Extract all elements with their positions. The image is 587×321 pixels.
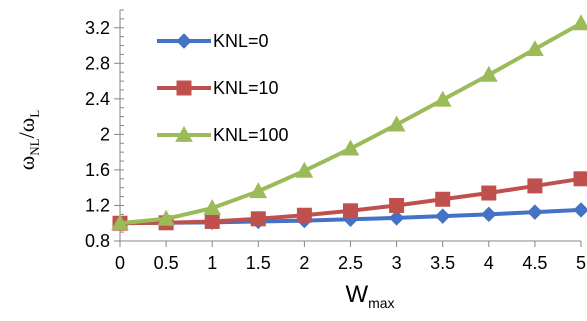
legend-marker <box>176 33 192 49</box>
y-axis-title-sub-1: NL <box>27 138 42 155</box>
y-tick-label: 1.2 <box>85 195 110 215</box>
data-point <box>295 161 314 178</box>
legend-marker <box>176 80 192 96</box>
x-tick-label: 1.5 <box>246 253 271 273</box>
x-tick-label: 1 <box>207 253 217 273</box>
x-axis-title-sub: max <box>368 295 394 311</box>
legend-label: KNL=10 <box>213 78 279 98</box>
data-point <box>341 139 360 156</box>
data-point <box>435 191 451 207</box>
data-point <box>481 206 497 223</box>
data-point <box>573 202 587 218</box>
y-tick-label: 2.8 <box>85 53 110 73</box>
x-tick-label: 2.5 <box>338 253 363 273</box>
legend-label: KNL=100 <box>213 125 289 145</box>
legend-item: KNL=100 <box>157 125 289 145</box>
x-tick-label: 4.5 <box>522 253 547 273</box>
y-axis-title-sub-2: L <box>27 110 42 118</box>
data-point <box>203 199 222 216</box>
axes: 0.8 1.2 1.6 2 2.4 2.8 3.2 0 0.5 1 1.5 2 2.5 3 3.5 4 4.5 5 <box>85 9 586 273</box>
legend-item: KNL=0 <box>157 31 269 51</box>
data-point <box>527 204 543 220</box>
x-axis-title-base: W <box>345 281 368 308</box>
data-point <box>204 213 220 229</box>
x-tick-label: 3 <box>392 253 402 273</box>
y-tick-label: 3.2 <box>85 18 110 38</box>
data-point <box>572 14 587 31</box>
x-tick-label: 0 <box>115 253 125 273</box>
series-knl-10 <box>112 171 587 231</box>
legend-item: KNL=10 <box>157 78 279 98</box>
x-tick-label: 4 <box>484 253 494 273</box>
legend-marker <box>175 125 193 142</box>
x-tick-label: 5 <box>576 253 586 273</box>
x-tick-label: 0.5 <box>154 253 179 273</box>
data-point <box>343 203 358 219</box>
y-tick-label: 0.8 <box>85 231 110 251</box>
series-layer <box>111 14 587 231</box>
data-point <box>526 40 544 56</box>
legend: KNL=0 KNL=10 KNL=100 <box>157 31 289 145</box>
series-knl-100 <box>111 14 587 231</box>
data-point <box>387 115 406 132</box>
y-tick-label: 1.6 <box>85 160 110 180</box>
y-tick-label: 2 <box>100 124 110 144</box>
data-point <box>527 178 543 194</box>
data-point <box>434 208 451 224</box>
data-point <box>250 211 266 227</box>
y-axis-title: ωNL/ωL <box>14 110 42 170</box>
x-tick-label: 2 <box>299 253 309 273</box>
y-tick-label: 2.4 <box>85 89 110 109</box>
data-point <box>249 182 268 199</box>
legend-label: KNL=0 <box>213 31 269 51</box>
data-point <box>157 209 175 226</box>
data-point <box>389 197 405 213</box>
x-tick-label: 3.5 <box>430 253 455 273</box>
y-axis-title-base-1: ω <box>14 156 39 170</box>
x-axis-title: Wmax <box>345 281 394 311</box>
y-axis-title-base-2: ω <box>14 118 39 132</box>
data-point <box>433 90 452 107</box>
data-point <box>573 171 587 187</box>
data-point <box>479 65 498 82</box>
data-point <box>296 207 312 223</box>
y-axis-title-separator: / <box>14 131 39 138</box>
data-point <box>481 185 497 201</box>
data-point <box>388 210 405 226</box>
data-point <box>111 214 129 231</box>
